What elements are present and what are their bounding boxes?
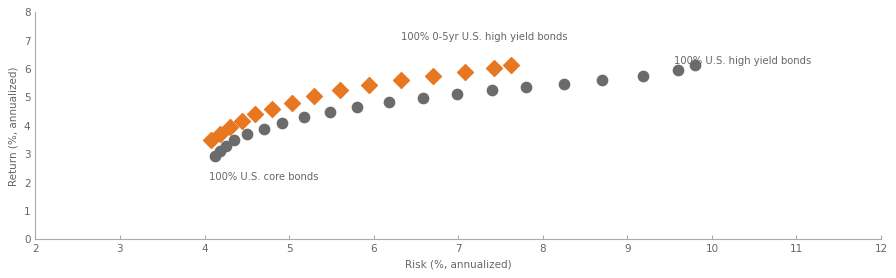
Point bbox=[671, 67, 685, 72]
Point bbox=[556, 81, 571, 86]
Point bbox=[239, 132, 254, 136]
Point bbox=[297, 115, 312, 120]
Point bbox=[275, 121, 289, 125]
Point bbox=[212, 149, 227, 153]
Point bbox=[323, 109, 337, 114]
Point bbox=[208, 153, 222, 158]
Point bbox=[393, 78, 408, 83]
Text: 100% 0-5yr U.S. high yield bonds: 100% 0-5yr U.S. high yield bonds bbox=[401, 32, 567, 42]
Point bbox=[504, 63, 518, 67]
Text: 100% U.S. high yield bonds: 100% U.S. high yield bonds bbox=[674, 56, 811, 66]
Point bbox=[362, 83, 376, 87]
Point bbox=[235, 118, 249, 123]
Point bbox=[204, 138, 219, 142]
Point bbox=[485, 88, 499, 93]
Point bbox=[595, 78, 609, 83]
Point bbox=[382, 100, 396, 105]
Text: 100% U.S. core bonds: 100% U.S. core bonds bbox=[209, 172, 318, 182]
Point bbox=[248, 112, 263, 117]
Point bbox=[426, 74, 440, 78]
Point bbox=[635, 74, 650, 78]
Point bbox=[688, 63, 702, 67]
Point bbox=[307, 94, 322, 98]
Point bbox=[284, 100, 298, 105]
Point bbox=[332, 88, 347, 93]
Point bbox=[450, 92, 464, 96]
Point bbox=[349, 104, 364, 109]
Point bbox=[212, 131, 227, 136]
Point bbox=[458, 70, 472, 74]
Point bbox=[219, 144, 233, 148]
Point bbox=[265, 106, 280, 111]
Point bbox=[416, 96, 430, 100]
Y-axis label: Return (%, annualized): Return (%, annualized) bbox=[8, 66, 18, 185]
X-axis label: Risk (%, annualized): Risk (%, annualized) bbox=[405, 260, 512, 270]
Point bbox=[519, 85, 533, 90]
Point bbox=[223, 125, 237, 130]
Point bbox=[256, 126, 271, 131]
Point bbox=[487, 66, 501, 71]
Point bbox=[227, 138, 241, 142]
